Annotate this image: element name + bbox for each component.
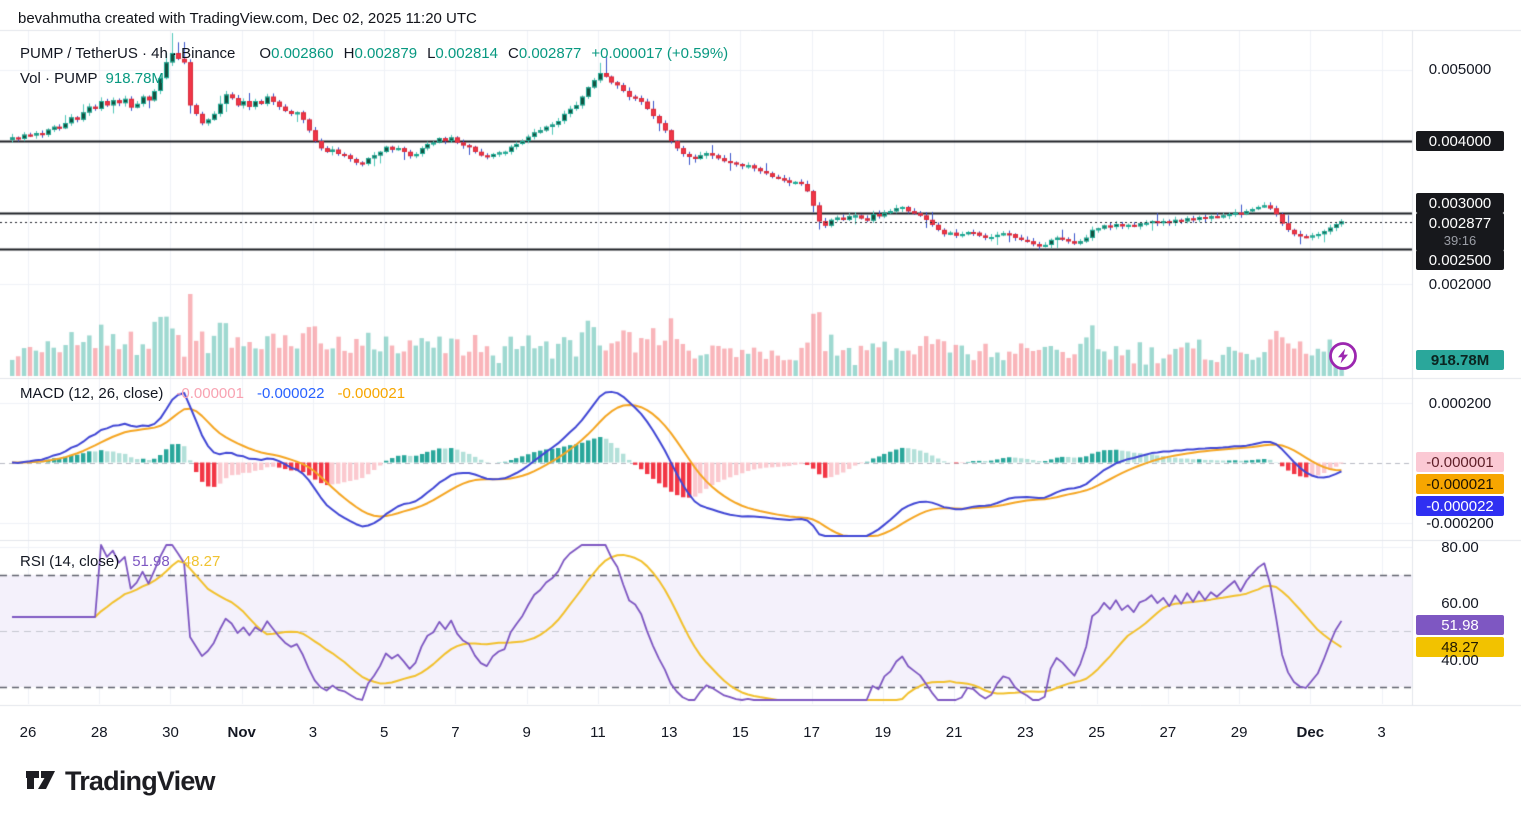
time-tick-Nov: Nov — [227, 724, 256, 741]
axis-label-918.78M: 918.78M — [1416, 350, 1504, 370]
ohlc-letter: L — [427, 45, 436, 62]
ohlc-letter: O — [259, 45, 272, 62]
last-price-label: 0.002877 — [1428, 215, 1492, 232]
time-tick-27: 27 — [1159, 724, 1177, 741]
time-tick-17: 17 — [803, 724, 820, 741]
axis-label-0.002877: 0.002877 39:16 — [1416, 213, 1504, 251]
axis-label-80.00: 80.00 — [1441, 538, 1479, 556]
time-tick-9: 9 — [522, 724, 531, 741]
tradingview-logo[interactable]: TradingView — [26, 766, 216, 797]
ohlc-letter: C — [507, 45, 519, 62]
time-tick-11: 11 — [590, 724, 606, 741]
rsi-ma-value: 48.27 — [182, 553, 221, 570]
time-tick-23: 23 — [1017, 724, 1034, 741]
rsi-legend: RSI (14, close) 51.98 48.27 — [20, 553, 220, 570]
time-tick-15: 15 — [732, 724, 749, 741]
time-tick-Dec: Dec — [1296, 724, 1325, 741]
time-tick-19: 19 — [874, 724, 892, 741]
attribution-text: bevahmutha created with TradingView.com,… — [18, 10, 477, 27]
rsi-value: 51.98 — [132, 553, 170, 570]
ohlc-value: 0.002879 — [354, 45, 418, 62]
axis-label-0.004000: 0.004000 — [1416, 131, 1504, 151]
macd-legend: MACD (12, 26, close) -0.000001 -0.000022 -0… — [20, 385, 405, 402]
volume-label: Vol · PUMP — [20, 70, 98, 87]
time-tick-21: 21 — [945, 724, 963, 741]
tradingview-logo-text: TradingView — [65, 766, 216, 796]
time-tick-25: 25 — [1088, 724, 1105, 741]
axis-label-48.27: 48.27 — [1416, 637, 1504, 657]
axis-label-0.000001: -0.000001 — [1416, 452, 1504, 472]
axis-label-0.000021: -0.000021 — [1416, 474, 1504, 494]
bar-countdown: 39:16 — [1443, 233, 1477, 248]
rsi-title[interactable]: RSI (14, close) — [20, 553, 120, 570]
axis-label-0.003000: 0.003000 — [1416, 193, 1504, 213]
axis-label-51.98: 51.98 — [1416, 615, 1504, 635]
time-tick-29: 29 — [1230, 724, 1248, 741]
time-tick-5: 5 — [380, 724, 389, 741]
time-tick-3: 3 — [1377, 724, 1386, 741]
lightning-button[interactable] — [1327, 340, 1359, 372]
axis-label-0.000200: -0.000200 — [1426, 514, 1494, 532]
macd-title[interactable]: MACD (12, 26, close) — [20, 385, 164, 402]
time-tick-13: 13 — [660, 724, 678, 741]
volume-legend: Vol · PUMP 918.78M — [20, 70, 164, 87]
time-tick-28: 28 — [90, 724, 108, 741]
axis-label-60.00: 60.00 — [1441, 594, 1479, 612]
macd-signal-value: -0.000021 — [337, 385, 406, 402]
axis-label-0.005000: 0.005000 — [1428, 60, 1492, 78]
symbol-title[interactable]: PUMP / TetherUS · 4h · Binance — [20, 45, 236, 62]
ohlc-values: O0.002860 H0.002879 L0.002814 C0.002877 — [249, 45, 581, 62]
volume-value: 918.78M — [105, 70, 164, 87]
axis-label-0.002000: 0.002000 — [1428, 275, 1492, 293]
lightning-icon — [1329, 342, 1357, 370]
axis-label-40.00: 40.00 — [1441, 651, 1479, 669]
ohlc-value: 0.002814 — [435, 45, 498, 62]
time-tick-7: 7 — [451, 724, 460, 741]
ohlc-value: 0.002877 — [518, 45, 582, 62]
axis-label-0.002500: 0.002500 — [1416, 250, 1504, 270]
axis-label-0.000022: -0.000022 — [1416, 496, 1504, 516]
macd-hist-value: -0.000001 — [176, 385, 244, 402]
ohlc-value: 0.002860 — [271, 45, 334, 62]
tradingview-logo-icon — [26, 770, 55, 789]
macd-line-value: -0.000022 — [256, 385, 325, 402]
ohlc-letter: H — [343, 45, 355, 62]
time-tick-26: 26 — [19, 724, 37, 741]
change-value: +0.000017 (+0.59%) — [591, 45, 729, 62]
time-tick-3: 3 — [308, 724, 318, 741]
axis-label-0.000200: 0.000200 — [1428, 394, 1492, 412]
time-tick-30: 30 — [162, 724, 179, 741]
symbol-legend: PUMP / TetherUS · 4h · Binance O0.002860 H… — [20, 45, 728, 62]
